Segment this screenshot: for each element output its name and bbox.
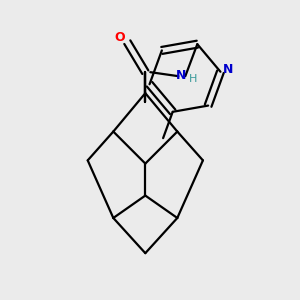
Text: N: N bbox=[223, 63, 234, 76]
Text: N: N bbox=[176, 69, 187, 82]
Text: O: O bbox=[114, 31, 124, 44]
Text: H: H bbox=[189, 74, 197, 84]
